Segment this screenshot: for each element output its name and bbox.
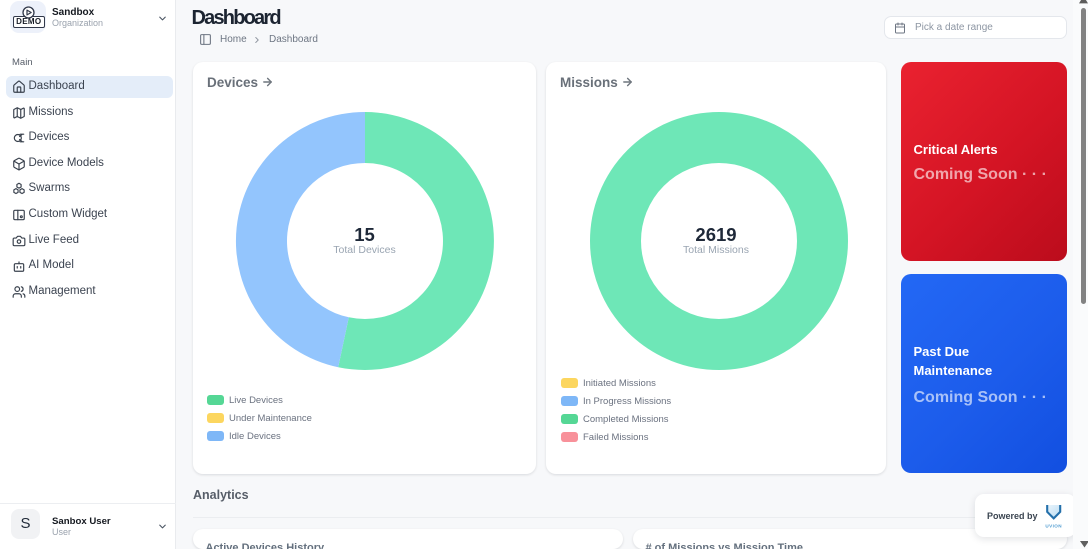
svg-text:UVION: UVION [1045, 524, 1062, 529]
